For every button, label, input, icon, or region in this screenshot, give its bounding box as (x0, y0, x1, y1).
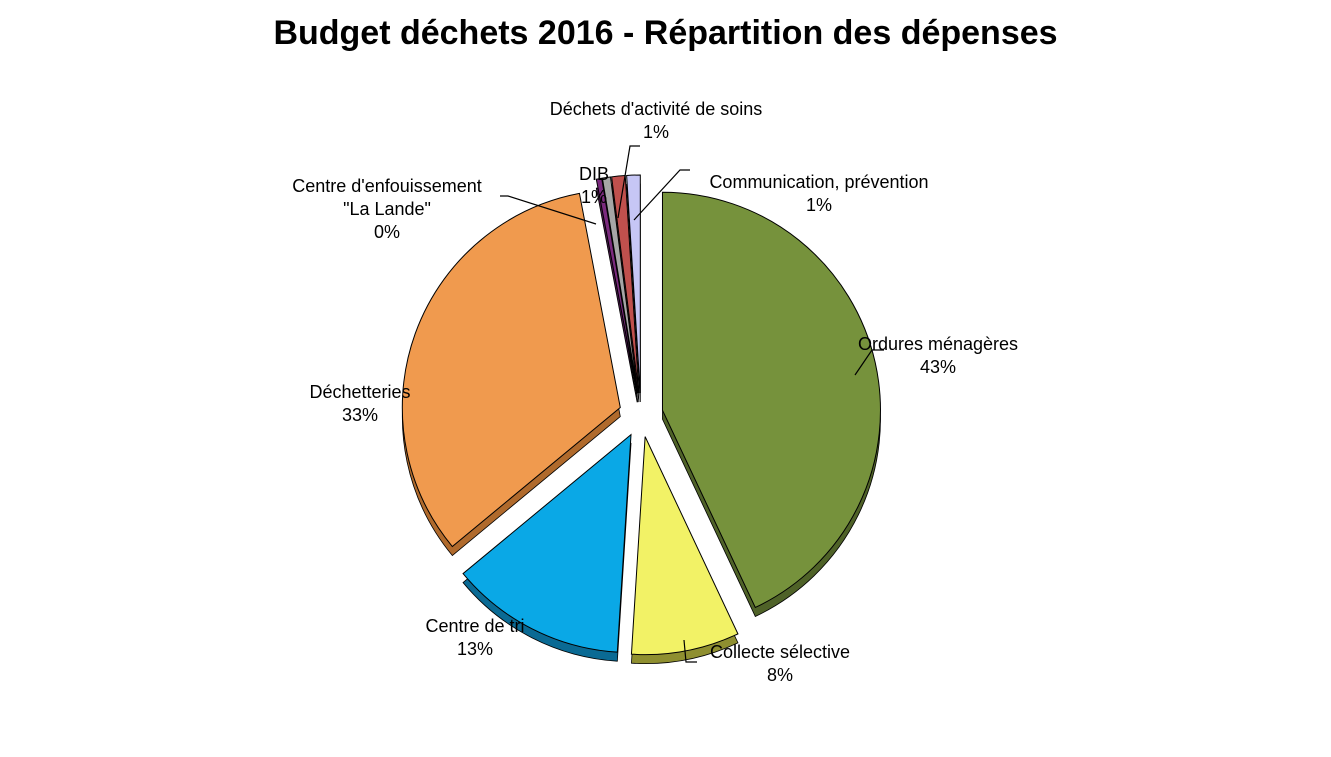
slice-name-label: Ordures ménagères (858, 334, 1018, 354)
leader-line (683, 639, 697, 663)
slice-name-label: Déchets d'activité de soins (550, 99, 763, 119)
leader-line (617, 145, 640, 219)
slice-name-label: Centre d'enfouissement (292, 176, 482, 196)
slice-name-label: DIB (579, 164, 609, 184)
leader-line (633, 169, 690, 221)
slice-name-label: Collecte sélective (710, 642, 850, 662)
slice-percent-label: 0% (374, 222, 400, 242)
leader-line (854, 349, 884, 376)
slice-percent-label: 1% (581, 187, 607, 207)
pie-slice (661, 191, 881, 609)
slice-name-label: Déchetteries (309, 382, 410, 402)
pie-slice (462, 433, 632, 653)
slice-percent-label: 8% (767, 665, 793, 685)
pie-slice (601, 176, 639, 394)
slice-name-label: Communication, prévention (709, 172, 928, 192)
pie-slice (630, 436, 739, 656)
pie-slice (626, 174, 641, 394)
slice-percent-label: 13% (457, 639, 493, 659)
pie-slice (401, 192, 621, 548)
slice-name-label: Centre de tri (425, 616, 524, 636)
chart-title: Budget déchets 2016 - Répartition des dé… (273, 14, 1058, 52)
slice-percent-label: 1% (643, 122, 669, 142)
pie-slice (595, 177, 638, 394)
leader-line (500, 195, 597, 225)
slice-percent-label: 33% (342, 405, 378, 425)
slice-percent-label: 43% (920, 357, 956, 377)
slice-percent-label: 1% (806, 195, 832, 215)
slice-name-label: "La Lande" (343, 199, 431, 219)
